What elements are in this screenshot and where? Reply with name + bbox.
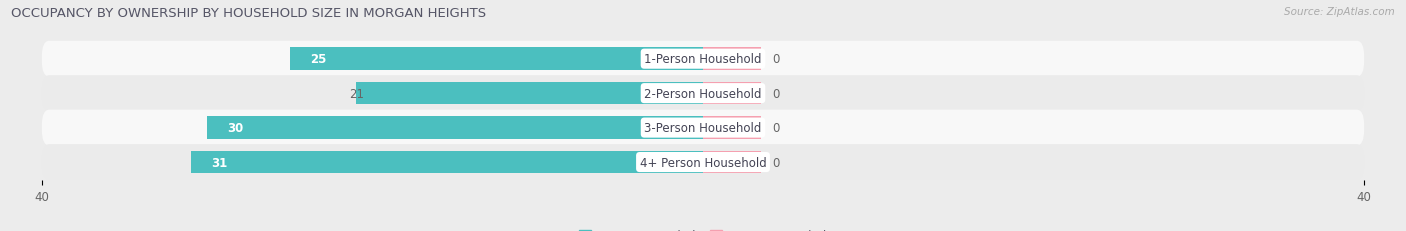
Bar bbox=[703, 48, 761, 70]
Text: 0: 0 bbox=[772, 53, 780, 66]
FancyBboxPatch shape bbox=[42, 145, 1364, 180]
FancyBboxPatch shape bbox=[42, 42, 1364, 77]
Text: 4+ Person Household: 4+ Person Household bbox=[640, 156, 766, 169]
Bar bbox=[703, 82, 761, 105]
Bar bbox=[290, 48, 703, 70]
Text: OCCUPANCY BY OWNERSHIP BY HOUSEHOLD SIZE IN MORGAN HEIGHTS: OCCUPANCY BY OWNERSHIP BY HOUSEHOLD SIZE… bbox=[11, 7, 486, 20]
Bar bbox=[703, 151, 761, 173]
Text: 31: 31 bbox=[211, 156, 226, 169]
FancyBboxPatch shape bbox=[42, 76, 1364, 112]
Text: 21: 21 bbox=[349, 87, 364, 100]
Bar bbox=[356, 82, 703, 105]
Text: 25: 25 bbox=[309, 53, 326, 66]
Bar bbox=[207, 117, 703, 139]
Text: 1-Person Household: 1-Person Household bbox=[644, 53, 762, 66]
Text: Source: ZipAtlas.com: Source: ZipAtlas.com bbox=[1284, 7, 1395, 17]
Text: 0: 0 bbox=[772, 87, 780, 100]
Text: 30: 30 bbox=[228, 122, 243, 134]
Bar bbox=[191, 151, 703, 173]
Legend: Owner-occupied, Renter-occupied: Owner-occupied, Renter-occupied bbox=[574, 224, 832, 231]
Text: 0: 0 bbox=[772, 156, 780, 169]
FancyBboxPatch shape bbox=[42, 110, 1364, 146]
Bar bbox=[703, 117, 761, 139]
Text: 0: 0 bbox=[772, 122, 780, 134]
Text: 2-Person Household: 2-Person Household bbox=[644, 87, 762, 100]
Text: 3-Person Household: 3-Person Household bbox=[644, 122, 762, 134]
